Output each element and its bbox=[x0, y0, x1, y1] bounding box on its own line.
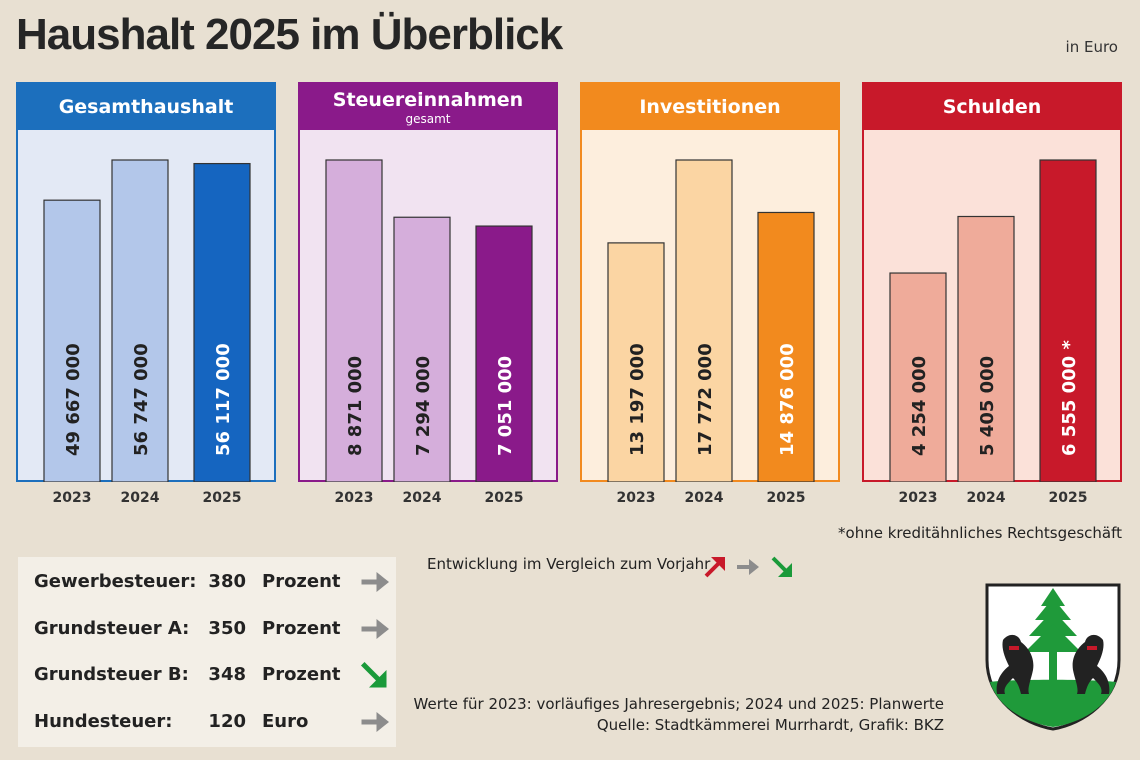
tax-row: Grundsteuer A: 350 Prozent bbox=[34, 614, 389, 644]
bar-value-label: 14 876 000 bbox=[777, 343, 798, 456]
unit-label: in Euro bbox=[1065, 38, 1118, 56]
chart-panel-investitionen: Investitionen 13 197 000 17 772 000 14 876 … bbox=[580, 82, 840, 482]
tax-row: Grundsteuer B: 348 Prozent bbox=[34, 660, 387, 690]
bar-value-label: 13 197 000 bbox=[627, 343, 648, 456]
year-label-2025: 2025 bbox=[484, 490, 524, 506]
bar-2023 bbox=[889, 272, 947, 482]
year-label-2024: 2024 bbox=[966, 490, 1006, 506]
tax-unit: Prozent bbox=[262, 618, 341, 639]
trend-same-arrow-icon bbox=[361, 619, 389, 639]
page-title: Haushalt 2025 im Überblick bbox=[16, 10, 563, 59]
year-label-2025: 2025 bbox=[1048, 490, 1088, 506]
bar-2023 bbox=[607, 242, 665, 482]
chart-plot: 13 197 000 17 772 000 14 876 000 bbox=[607, 159, 815, 482]
bar-2024 bbox=[957, 215, 1015, 482]
chart-plot: 49 667 000 56 747 000 56 117 000 bbox=[43, 159, 251, 482]
chart-panel-gesamthaushalt: Gesamthaushalt 49 667 000 56 747 000 56 117… bbox=[16, 82, 276, 482]
trend-down-arrow-icon bbox=[360, 661, 387, 688]
chart-header: Investitionen bbox=[582, 84, 838, 130]
year-label-2024: 2024 bbox=[402, 490, 442, 506]
bar-2025 bbox=[1039, 159, 1097, 482]
chart-title: Gesamthaushalt bbox=[58, 96, 234, 118]
tax-unit: Prozent bbox=[262, 664, 341, 685]
source-line-2: Quelle: Stadtkämmerei Murrhardt, Grafik:… bbox=[596, 716, 944, 734]
trend-same-arrow-icon bbox=[361, 712, 389, 732]
tax-value: 350 bbox=[208, 618, 246, 639]
trend-same-arrow-icon bbox=[737, 559, 759, 575]
bar-value-label: 8 871 000 bbox=[345, 356, 366, 456]
tax-name: Grundsteuer A: bbox=[34, 618, 190, 639]
bar-2025 bbox=[475, 225, 533, 482]
tax-row: Hundesteuer: 120 Euro bbox=[34, 707, 389, 737]
bar-2024 bbox=[675, 159, 733, 482]
chart-title: Investitionen bbox=[639, 96, 781, 118]
year-label-2024: 2024 bbox=[120, 490, 160, 506]
year-label-2023: 2023 bbox=[898, 490, 938, 506]
tax-value: 380 bbox=[208, 571, 246, 592]
source-note: Werte für 2023: vorläufiges Jahresergebn… bbox=[414, 694, 944, 736]
bar-2023 bbox=[43, 199, 101, 482]
tax-value: 348 bbox=[208, 664, 246, 685]
bar-value-label: 56 117 000 bbox=[213, 343, 234, 456]
bar-value-label: 4 254 000 bbox=[909, 356, 930, 456]
chart-title: Schulden bbox=[942, 96, 1042, 118]
legend-label: Entwicklung im Vergleich zum Vorjahr bbox=[427, 555, 711, 573]
bar-value-label: 17 772 000 bbox=[695, 343, 716, 456]
bar-value-label: 6 555 000 * bbox=[1059, 340, 1080, 456]
trend-legend: Entwicklung im Vergleich zum Vorjahr bbox=[427, 555, 792, 579]
bar-value-label: 5 405 000 bbox=[977, 356, 998, 456]
year-label-2025: 2025 bbox=[202, 490, 242, 506]
trend-down-arrow-icon bbox=[771, 556, 792, 577]
bar-2024 bbox=[111, 159, 169, 482]
chart-plot: 4 254 000 5 405 000 6 555 000 * bbox=[889, 159, 1097, 482]
tax-name: Hundesteuer: bbox=[34, 711, 173, 732]
chart-panel-schulden: Schulden 4 254 000 5 405 000 6 555 000 * bbox=[862, 82, 1122, 482]
chart-header: Schulden bbox=[864, 84, 1120, 130]
chart-panel-steuereinnahmen: Steuereinnahmen gesamt 8 871 000 7 294 000 7… bbox=[298, 82, 558, 482]
chart-header: Steuereinnahmen gesamt bbox=[300, 84, 556, 130]
chart-header: Gesamthaushalt bbox=[18, 84, 274, 130]
bar-value-label: 49 667 000 bbox=[63, 343, 84, 456]
year-label-2023: 2023 bbox=[334, 490, 374, 506]
bar-value-label: 7 294 000 bbox=[413, 356, 434, 456]
bar-value-label: 56 747 000 bbox=[131, 343, 152, 456]
chart-title: Steuereinnahmen bbox=[332, 88, 524, 111]
bar-2023 bbox=[325, 159, 383, 482]
source-line-1: Werte für 2023: vorläufiges Jahresergebn… bbox=[413, 695, 944, 713]
bar-value-label: 7 051 000 bbox=[495, 356, 516, 456]
murrhardt-coat-of-arms-icon bbox=[985, 583, 1121, 731]
year-label-2023: 2023 bbox=[616, 490, 656, 506]
chart-plot: 8 871 000 7 294 000 7 051 000 bbox=[325, 159, 533, 482]
tax-unit: Prozent bbox=[262, 571, 341, 592]
tax-unit: Euro bbox=[262, 711, 309, 732]
footnote: *ohne kreditähnliches Rechtsgeschäft bbox=[838, 524, 1122, 542]
bar-2025 bbox=[757, 211, 815, 482]
year-label-2023: 2023 bbox=[52, 490, 92, 506]
year-label-2025: 2025 bbox=[766, 490, 806, 506]
chart-subtitle: gesamt bbox=[405, 111, 451, 126]
tax-name: Grundsteuer B: bbox=[34, 664, 189, 685]
year-label-2024: 2024 bbox=[684, 490, 724, 506]
trend-up-arrow-icon bbox=[704, 557, 725, 578]
tax-row: Gewerbesteuer: 380 Prozent bbox=[34, 567, 389, 597]
trend-same-arrow-icon bbox=[361, 572, 389, 592]
tax-name: Gewerbesteuer: bbox=[34, 571, 197, 592]
tax-value: 120 bbox=[208, 711, 246, 732]
bar-2024 bbox=[393, 216, 451, 482]
tax-rates-box: Gewerbesteuer: 380 Prozent Grundsteuer A: 35… bbox=[18, 557, 396, 747]
